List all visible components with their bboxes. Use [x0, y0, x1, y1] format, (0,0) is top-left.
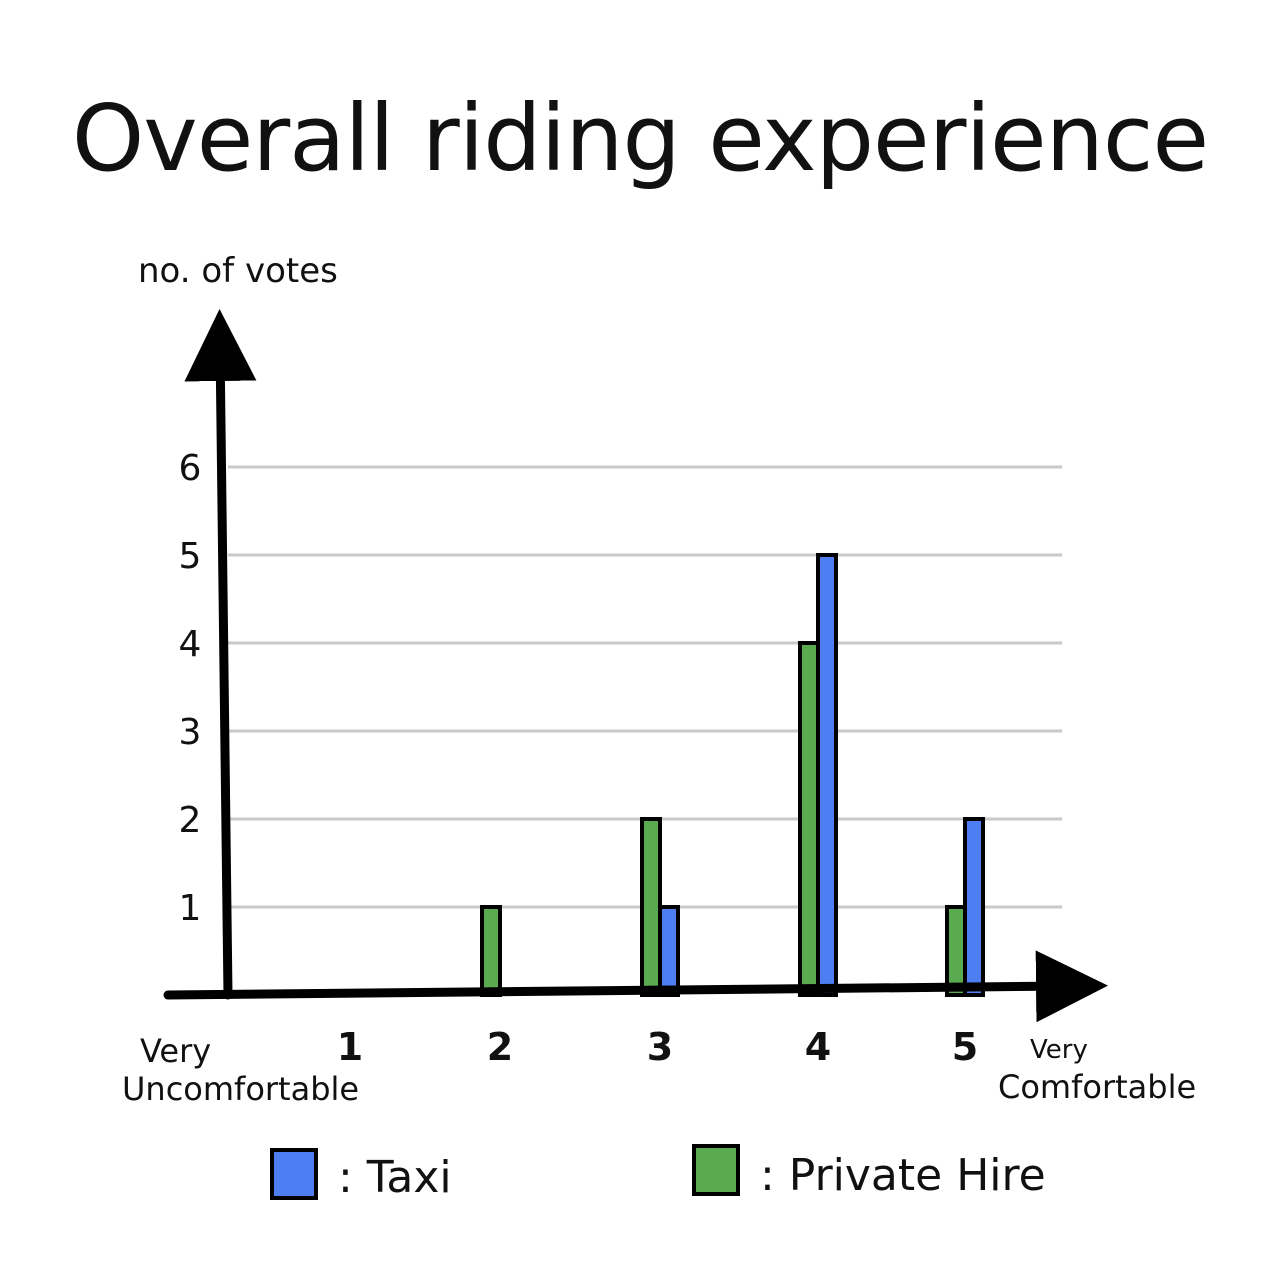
- bars: [480, 553, 985, 997]
- chart-title: Overall riding experience: [72, 85, 1208, 192]
- bar-taxi: [658, 905, 680, 997]
- y-tick-label: 6: [179, 448, 202, 489]
- bar-taxi: [816, 553, 838, 997]
- bar-private-hire: [480, 905, 502, 997]
- x-tick-label: 4: [805, 1025, 831, 1069]
- legend-swatch-taxi: [270, 1148, 318, 1200]
- x-tick-label: 2: [487, 1025, 513, 1069]
- x-tick-labels: 1 2 3 4 5: [337, 1025, 978, 1069]
- bar-private-hire: [798, 641, 820, 997]
- grid-lines: [228, 465, 1062, 909]
- x-left-end-label-line1: Very: [140, 1032, 211, 1070]
- legend-label-private-hire: : Private Hire: [760, 1150, 1046, 1201]
- x-tick-label: 3: [647, 1025, 673, 1069]
- bar-taxi: [963, 817, 985, 997]
- legend: : Taxi : Private Hire: [270, 1144, 1046, 1203]
- x-tick-label: 1: [337, 1025, 363, 1069]
- x-tick-label: 5: [952, 1025, 978, 1069]
- y-tick-label: 5: [179, 536, 202, 577]
- legend-swatch-private-hire: [692, 1144, 740, 1196]
- y-axis: [184, 309, 257, 1000]
- y-axis-label: no. of votes: [138, 251, 338, 291]
- y-tick-label: 1: [179, 888, 202, 929]
- bar-private-hire: [640, 817, 662, 997]
- bar-private-hire: [945, 905, 967, 997]
- y-tick-labels: 1 2 3 4 5 6: [179, 448, 202, 929]
- y-tick-label: 3: [179, 712, 202, 753]
- y-tick-label: 2: [179, 800, 202, 841]
- x-right-end-label-line1: Very: [1030, 1035, 1088, 1065]
- x-left-end-label-line2: Uncomfortable: [122, 1070, 359, 1108]
- y-tick-label: 4: [179, 624, 202, 665]
- x-right-end-label-line2: Comfortable: [998, 1068, 1196, 1106]
- x-axis: [163, 950, 1108, 1023]
- legend-label-taxi: : Taxi: [338, 1152, 452, 1203]
